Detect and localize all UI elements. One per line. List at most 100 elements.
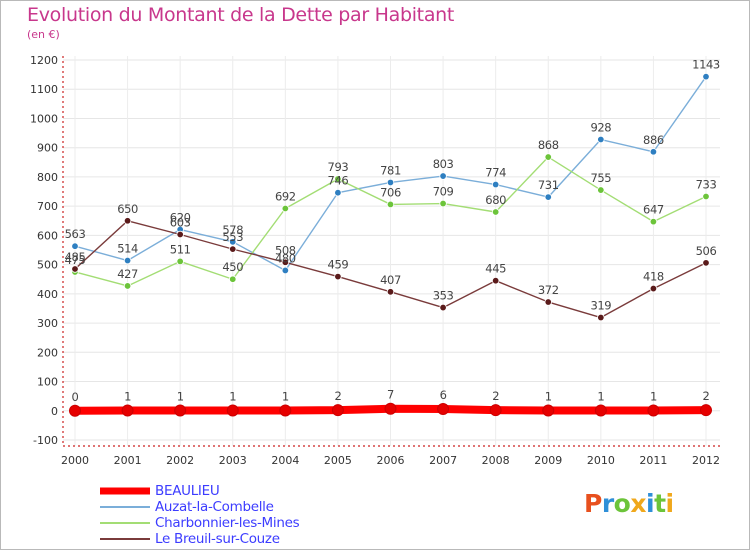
data-label: 418 (643, 270, 664, 284)
data-label: 7 (387, 388, 394, 402)
data-point (281, 204, 290, 213)
y-tick-label: 0 (51, 405, 58, 418)
data-label: 508 (275, 243, 296, 257)
data-label: 372 (538, 283, 559, 297)
chart-legend: BEAULIEU Auzat-la-Combelle Charbonnier-l… (100, 483, 400, 547)
data-point (702, 259, 710, 267)
data-label: 731 (538, 178, 559, 192)
data-point (176, 257, 184, 266)
logo-letter: o (613, 489, 631, 518)
y-tick-label: 300 (37, 317, 58, 330)
data-point (491, 180, 500, 189)
data-point (334, 175, 342, 183)
data-point (544, 298, 552, 306)
data-label: 353 (433, 289, 454, 303)
data-label: 578 (222, 223, 243, 237)
data-point (544, 193, 552, 201)
y-tick-label: 100 (37, 376, 58, 389)
legend-swatch (100, 522, 150, 524)
x-tick-label: 2012 (692, 454, 720, 467)
data-label: 445 (485, 262, 506, 276)
y-tick-label: 200 (37, 346, 58, 359)
data-label: 319 (590, 299, 611, 313)
data-point (544, 153, 552, 161)
data-point (229, 238, 237, 246)
data-point (597, 186, 605, 194)
data-label: 475 (65, 253, 86, 267)
x-tick-label: 2001 (114, 454, 142, 467)
x-tick-label: 2002 (166, 454, 194, 467)
chart-title: Evolution du Montant de la Dette par Hab… (27, 4, 455, 26)
data-label: 1 (282, 389, 289, 403)
logo-letter: r (601, 489, 614, 518)
y-tick-label: 500 (37, 259, 58, 272)
data-label: 692 (275, 189, 296, 203)
data-point (121, 404, 134, 417)
data-label: 1 (650, 389, 657, 403)
data-label: 2 (334, 389, 341, 403)
data-label: 1 (229, 389, 236, 403)
chart-subtitle: (en €) (27, 28, 60, 41)
data-label: 603 (170, 216, 191, 230)
data-point (226, 404, 239, 417)
data-point (439, 199, 447, 208)
x-tick-label: 2009 (534, 454, 562, 467)
logo-letter: x (630, 489, 646, 518)
data-point (71, 265, 79, 273)
data-point (123, 217, 132, 225)
data-label: 2 (492, 389, 499, 403)
y-tick-label: -100 (33, 434, 58, 447)
data-point (123, 256, 132, 265)
data-label: 781 (380, 163, 401, 177)
plot-area (63, 56, 720, 446)
data-point (386, 288, 395, 296)
legend-item: Le Breuil-sur-Couze (100, 531, 400, 547)
data-label: 1 (545, 389, 552, 403)
data-label: 450 (222, 260, 243, 274)
legend-label: Auzat-la-Combelle (155, 499, 274, 515)
x-tick-label: 2008 (482, 454, 510, 467)
legend-swatch (100, 506, 150, 508)
data-point (123, 282, 132, 290)
x-tick-label: 2010 (587, 454, 615, 467)
data-point (597, 313, 605, 322)
y-tick-label: 400 (37, 288, 58, 301)
data-point (649, 284, 658, 293)
legend-item: Auzat-la-Combelle (100, 499, 400, 515)
data-label: 774 (485, 166, 506, 180)
data-point (439, 303, 447, 312)
data-label: 1 (177, 389, 184, 403)
data-label: 514 (117, 242, 138, 256)
x-tick-label: 2007 (429, 454, 457, 467)
data-label: 650 (117, 202, 138, 216)
data-label: 620 (170, 211, 191, 225)
legend-label: Charbonnier-les-Mines (155, 515, 300, 531)
data-label: 485 (65, 250, 86, 264)
data-point (700, 404, 712, 417)
data-label: 553 (222, 230, 243, 244)
proxiti-logo: Proxiti (584, 489, 674, 518)
data-label: 928 (590, 121, 611, 135)
data-label: 6 (440, 388, 447, 402)
data-point (229, 245, 237, 253)
logo-letter: P (584, 489, 602, 518)
data-point (439, 172, 447, 180)
data-label: 647 (643, 203, 664, 217)
data-point (542, 404, 555, 417)
data-point (491, 208, 500, 216)
data-point (334, 272, 342, 281)
logo-letter: i (665, 489, 675, 518)
data-label: 2 (703, 389, 710, 403)
data-label: 868 (538, 138, 559, 152)
data-label: 886 (643, 133, 664, 147)
data-label: 427 (117, 267, 138, 281)
data-point (491, 276, 500, 285)
x-tick-label: 2000 (61, 454, 89, 467)
data-label: 1143 (692, 58, 720, 72)
data-point (386, 178, 395, 187)
data-point (174, 404, 187, 417)
logo-letter: i (646, 489, 655, 518)
y-tick-label: 700 (37, 200, 58, 213)
legend-label: Le Breuil-sur-Couze (155, 531, 280, 547)
